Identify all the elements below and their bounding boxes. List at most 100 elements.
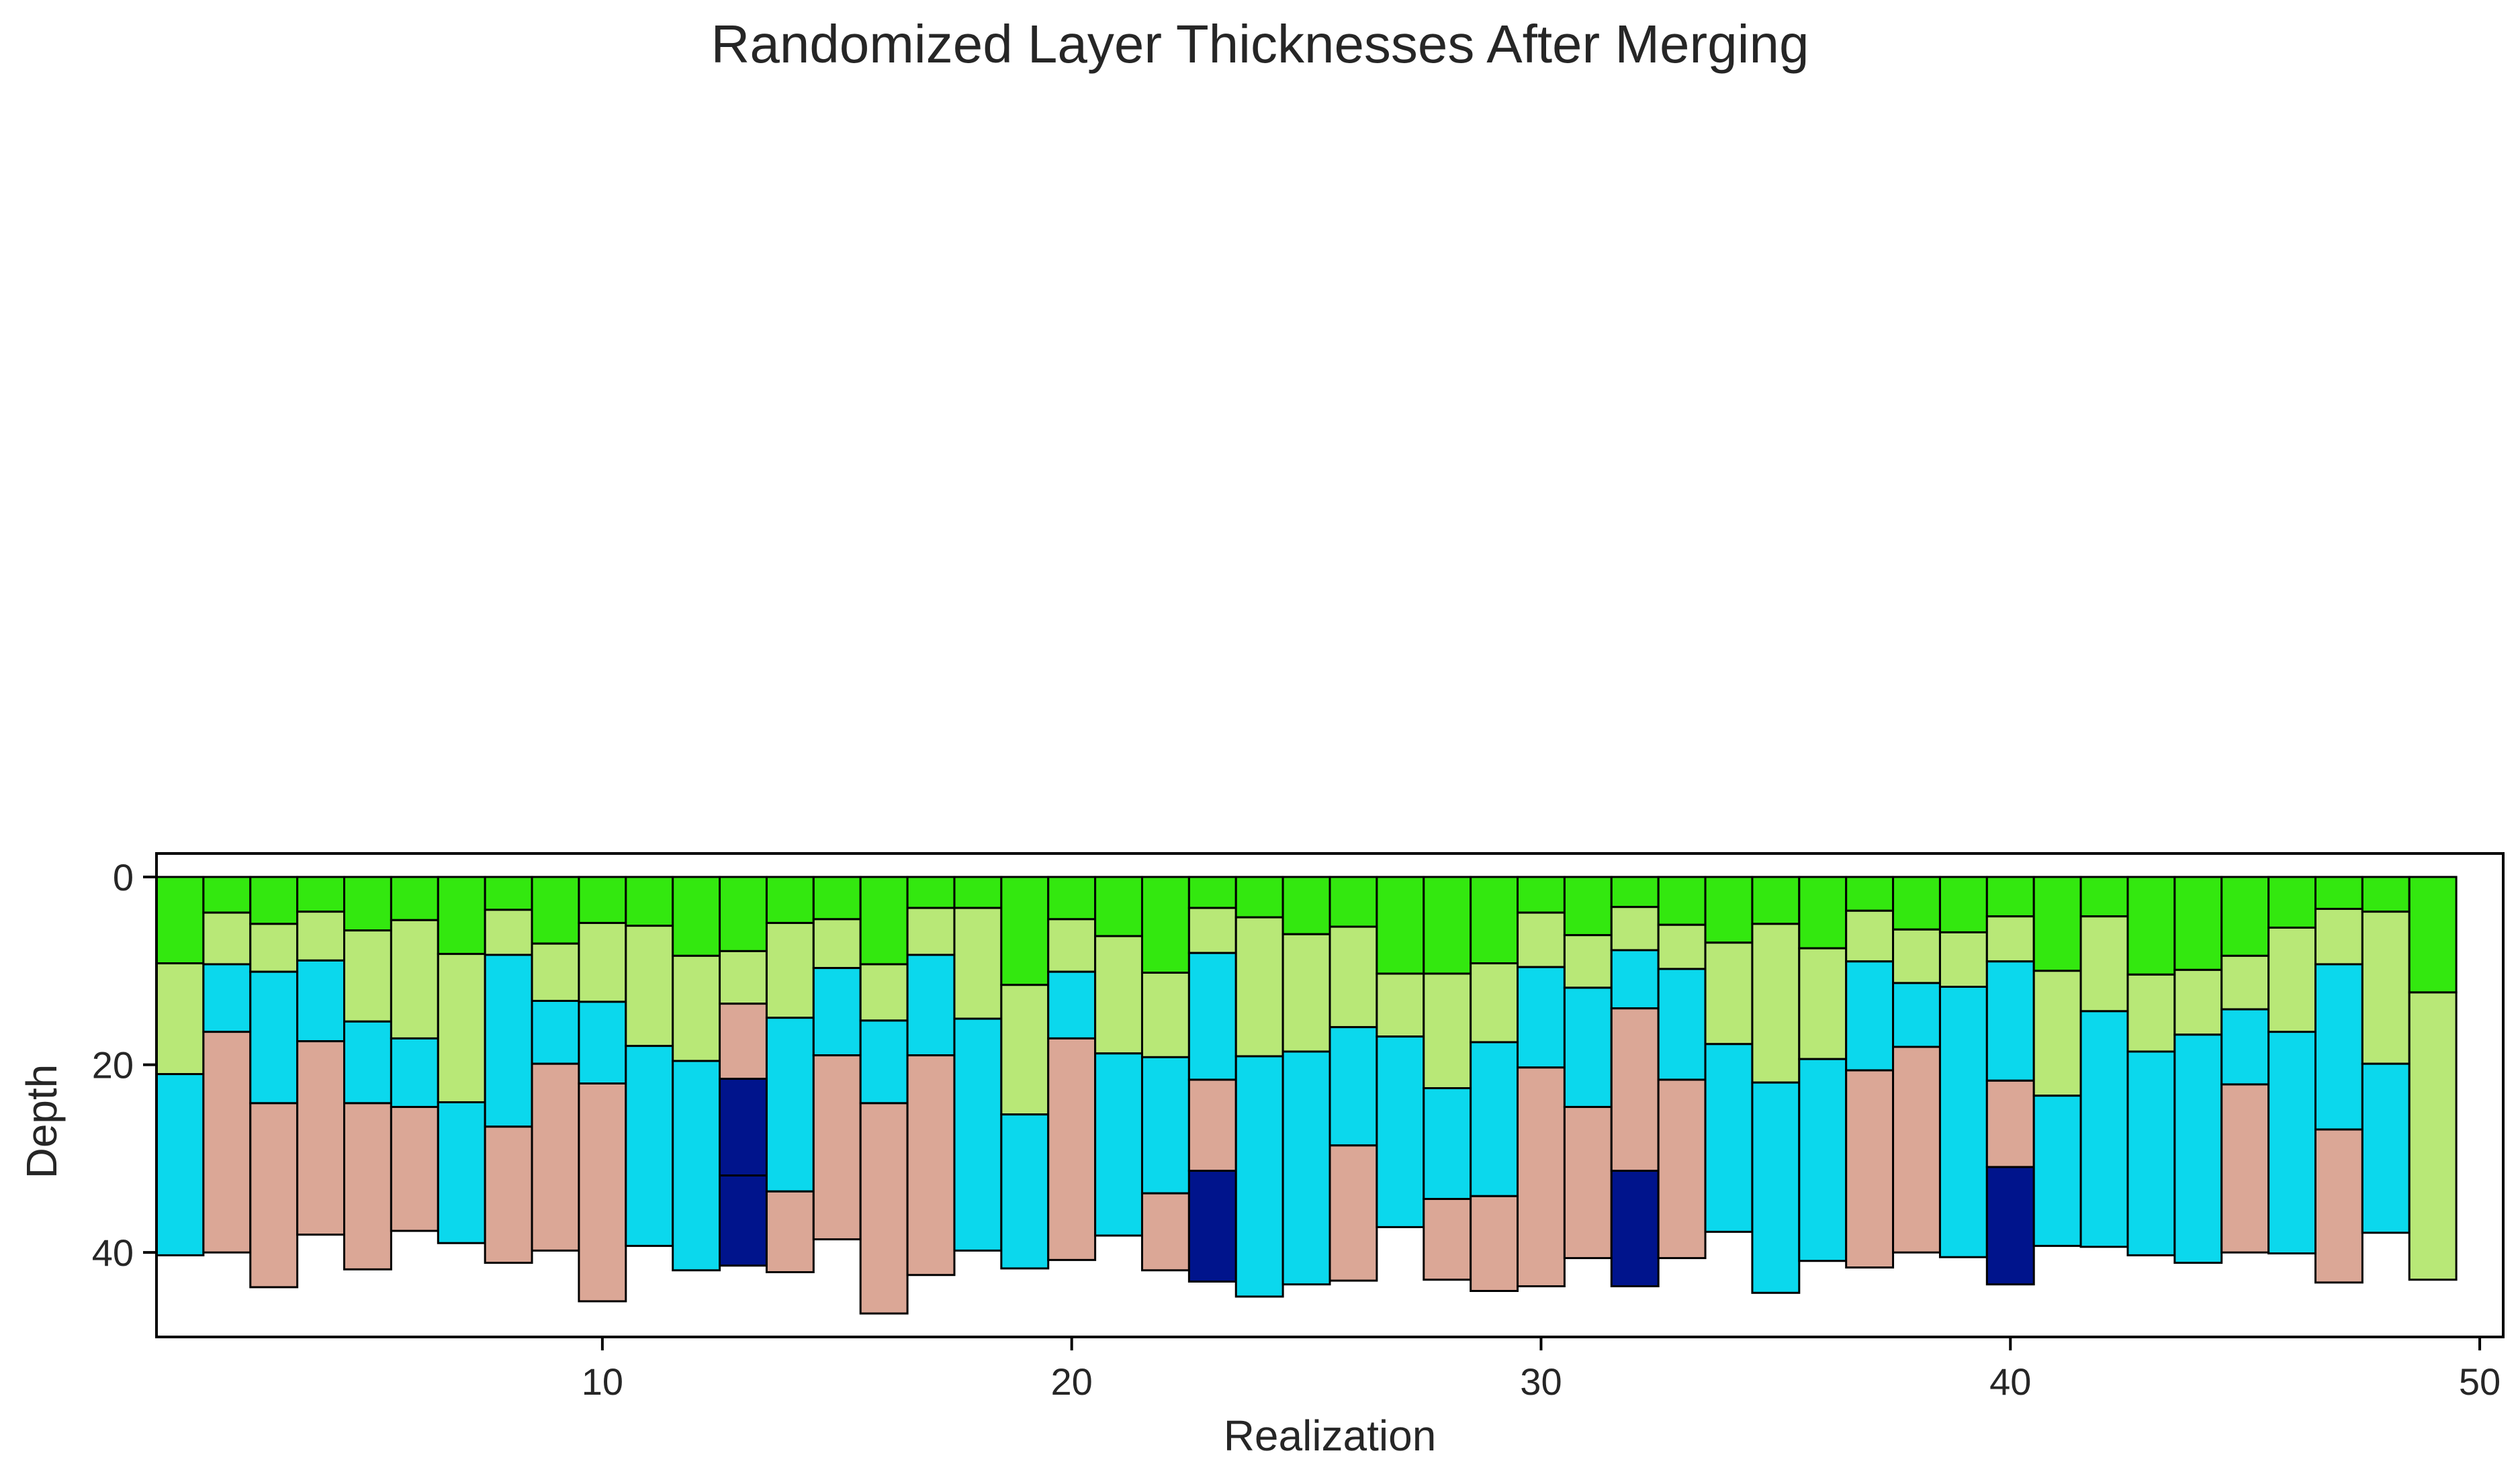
bar-segment-r49-l2 — [2408, 991, 2458, 1281]
plot-area-frame — [155, 852, 2505, 1338]
bar-segment-r36-l1 — [1798, 876, 1848, 950]
bar-segment-r41-l2 — [2032, 970, 2082, 1097]
bar-segment-r14-l4 — [765, 1190, 815, 1274]
bar-segment-r4-l1 — [296, 876, 346, 913]
x-tick-label-30: 30 — [1520, 1360, 1562, 1403]
bar-segment-r31-l2 — [1563, 934, 1613, 989]
bar-segment-r28-l1 — [1423, 876, 1472, 975]
bar-segment-r46-l1 — [2267, 876, 2316, 929]
bar-segment-r6-l4 — [390, 1105, 439, 1232]
bar-segment-r23-l3 — [1187, 952, 1237, 1081]
bar-segment-r13-l5 — [719, 1174, 768, 1267]
bar-segment-r13-l2 — [719, 950, 768, 1005]
bar-segment-r27-l1 — [1376, 876, 1425, 975]
bar-segment-r14-l3 — [765, 1017, 815, 1193]
y-axis-ticks: 0 20 40 — [92, 856, 156, 1274]
bar-segment-r46-l3 — [2267, 1031, 2316, 1255]
bar-segment-r32-l5 — [1610, 1170, 1660, 1288]
bar-segment-r7-l3 — [437, 1101, 486, 1244]
bar-segment-r4-l4 — [296, 1040, 346, 1236]
bar-segment-r33-l2 — [1657, 923, 1707, 970]
bar-segment-r5-l2 — [343, 929, 392, 1023]
bar-segment-r26-l2 — [1329, 925, 1378, 1029]
bar-segment-r43-l2 — [2126, 973, 2176, 1053]
bar-segment-r48-l1 — [2361, 876, 2411, 913]
bar-segment-r38-l3 — [1892, 982, 1941, 1048]
bar-segment-r3-l4 — [249, 1102, 299, 1289]
bar-segment-r47-l4 — [2314, 1128, 2364, 1284]
x-tick-label-50: 50 — [2459, 1360, 2501, 1403]
bar-segment-r39-l3 — [1938, 986, 1988, 1258]
bar-segment-r13-l4 — [719, 1078, 768, 1177]
bar-segment-r2-l1 — [202, 876, 252, 914]
bar-segment-r38-l4 — [1892, 1046, 1941, 1254]
bar-segment-r33-l1 — [1657, 876, 1707, 926]
bar-segment-r14-l2 — [765, 921, 815, 1019]
bar-segment-r49-l1 — [2408, 876, 2458, 994]
bar-segment-r1-l3 — [155, 1073, 205, 1256]
bar-segment-r7-l1 — [437, 876, 486, 956]
bar-segment-r9-l2 — [531, 942, 580, 1002]
bar-segment-r35-l1 — [1751, 876, 1801, 925]
x-tick-label-40: 40 — [1989, 1360, 2031, 1403]
bar-segment-r15-l2 — [812, 918, 862, 970]
bar-segment-r19-l2 — [1000, 984, 1050, 1116]
bar-segment-r16-l4 — [859, 1102, 909, 1315]
bar-segment-r7-l2 — [437, 953, 486, 1103]
bar-segment-r37-l3 — [1845, 960, 1895, 1072]
bar-segment-r32-l2 — [1610, 906, 1660, 952]
bar-segment-r17-l4 — [906, 1054, 956, 1277]
bar-segment-r29-l3 — [1470, 1041, 1519, 1197]
bar-segment-r39-l1 — [1938, 876, 1988, 933]
bar-segment-r23-l5 — [1187, 1170, 1237, 1283]
bar-segment-r41-l3 — [2032, 1095, 2082, 1247]
bar-segment-r26-l3 — [1329, 1026, 1378, 1147]
bar-segment-r17-l2 — [906, 907, 956, 956]
bar-segment-r25-l1 — [1281, 876, 1331, 935]
bar-segment-r37-l4 — [1845, 1069, 1895, 1269]
bar-segment-r45-l4 — [2220, 1083, 2270, 1254]
bar-segment-r9-l1 — [531, 876, 580, 945]
bar-segment-r8-l1 — [484, 876, 533, 911]
bar-segment-r8-l3 — [484, 954, 533, 1128]
bar-segment-r25-l3 — [1281, 1050, 1331, 1286]
bar-segment-r16-l3 — [859, 1019, 909, 1105]
bar-segment-r3-l3 — [249, 970, 299, 1105]
bar-segment-r4-l3 — [296, 959, 346, 1043]
bar-segment-r2-l3 — [202, 963, 252, 1033]
bar-segment-r32-l3 — [1610, 949, 1660, 1010]
bar-segment-r42-l1 — [2079, 876, 2129, 918]
bar-segment-r35-l2 — [1751, 923, 1801, 1084]
bar-segment-r3-l2 — [249, 923, 299, 973]
bar-segment-r33-l3 — [1657, 968, 1707, 1081]
bar-segment-r16-l2 — [859, 963, 909, 1022]
bar-segment-r2-l4 — [202, 1031, 252, 1254]
bar-segment-r48-l2 — [2361, 911, 2411, 1065]
bar-segment-r32-l1 — [1610, 876, 1660, 909]
bar-segment-r34-l2 — [1704, 941, 1754, 1046]
bar-segment-r45-l2 — [2220, 954, 2270, 1011]
bar-segment-r47-l2 — [2314, 907, 2364, 966]
bar-segment-r28-l2 — [1423, 972, 1472, 1090]
bar-segment-r1-l1 — [155, 876, 205, 965]
bar-segment-r6-l2 — [390, 919, 439, 1039]
bar-segment-r16-l1 — [859, 876, 909, 966]
bar-segment-r20-l2 — [1047, 918, 1097, 973]
x-tick-label-10: 10 — [582, 1360, 623, 1403]
bar-segment-r4-l2 — [296, 911, 346, 962]
bar-segment-r40-l5 — [1985, 1166, 2035, 1286]
bar-segment-r10-l4 — [578, 1082, 627, 1303]
bar-segment-r42-l2 — [2079, 915, 2129, 1013]
chart-title: Randomized Layer Thicknesses After Mergi… — [711, 14, 1809, 74]
bar-segment-r22-l1 — [1140, 876, 1190, 974]
bar-segment-r33-l4 — [1657, 1078, 1707, 1260]
bar-segment-r29-l2 — [1470, 962, 1519, 1044]
bar-segment-r15-l1 — [812, 876, 862, 921]
bar-segment-r13-l3 — [719, 1003, 768, 1080]
bar-segment-r37-l2 — [1845, 909, 1895, 963]
bar-segment-r17-l3 — [906, 954, 956, 1057]
bar-segment-r31-l4 — [1563, 1105, 1613, 1260]
bar-segment-r47-l3 — [2314, 963, 2364, 1131]
bar-segment-r40-l2 — [1985, 915, 2035, 963]
